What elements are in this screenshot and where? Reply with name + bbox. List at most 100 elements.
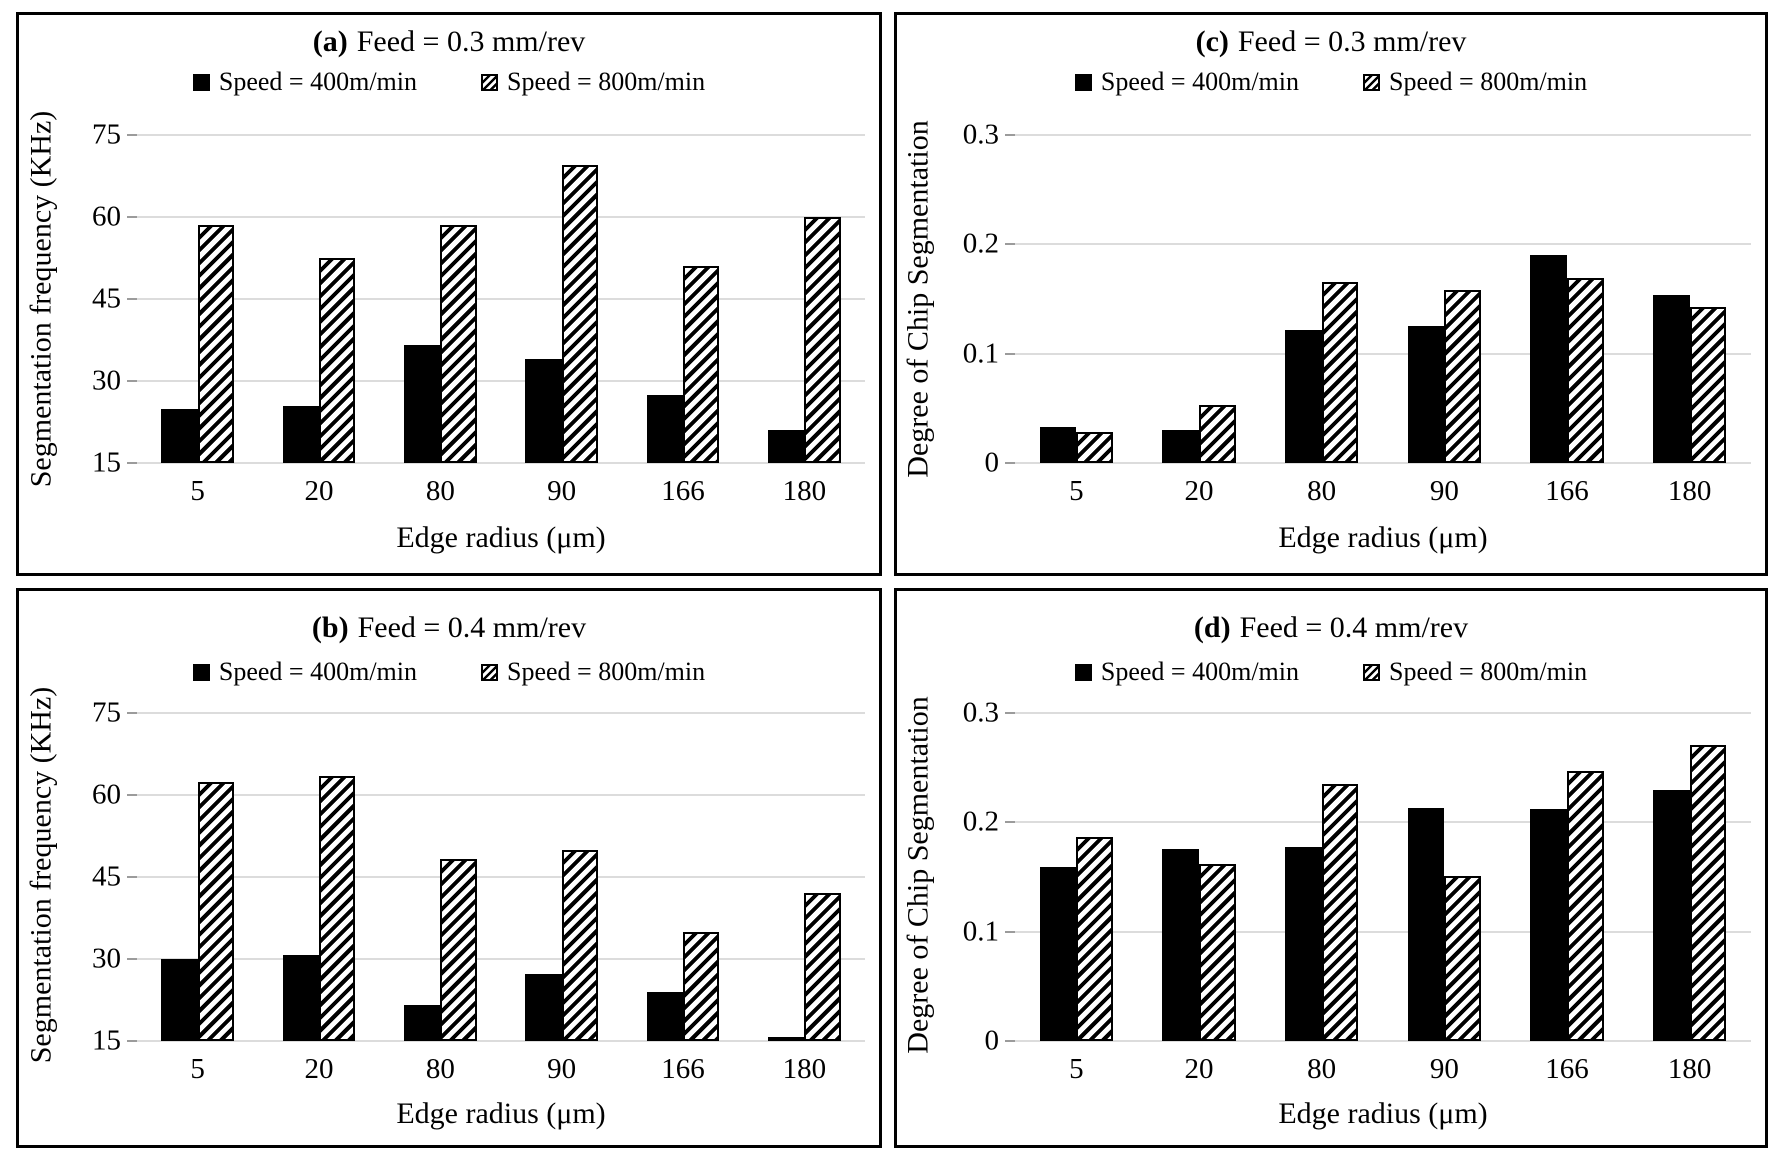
bar-speed800 [1567, 770, 1604, 1041]
y-tick [127, 794, 137, 796]
bar-speed800 [1321, 281, 1359, 463]
y-tick [127, 380, 137, 382]
y-tick-label: 15 [92, 1024, 121, 1057]
x-tick-label: 180 [1667, 1053, 1712, 1085]
y-tick-label: 0.1 [962, 337, 999, 370]
y-tick-label: 0 [984, 1024, 1000, 1057]
plot-area: 75 60 45 30 15 5 20 80 90 166 180 [92, 119, 865, 507]
chart-title-text: Feed = 0.4 mm/rev [357, 611, 587, 644]
bar-speed800 [804, 217, 841, 463]
x-tick-label: 5 [190, 475, 205, 507]
bar-speed800 [1689, 744, 1727, 1041]
x-tick-label: 180 [1667, 475, 1712, 507]
x-axis-title: Edge radius (μm) [1278, 1097, 1488, 1130]
hatch-swatch-icon [1363, 663, 1380, 681]
bar-speed400 [1039, 426, 1077, 463]
bar-speed400 [525, 974, 562, 1041]
x-tick-label: 80 [1307, 1053, 1337, 1085]
legend: Speed = 400m/min Speed = 800m/min [897, 657, 1765, 687]
legend-label: Speed = 800m/min [507, 67, 706, 96]
chart-title-tag: (b) [311, 611, 349, 644]
gridline [137, 134, 865, 136]
x-tick-label: 5 [190, 1053, 205, 1085]
solid-swatch-icon [192, 73, 210, 91]
y-tick-label: 30 [92, 942, 121, 975]
gridline [137, 1040, 865, 1042]
bar-speed800 [1199, 863, 1236, 1041]
legend-item-speed400: Speed = 400m/min [1074, 67, 1299, 97]
chart-panel-d: (d) Feed = 0.4 mm/rev Speed = 400m/min Sp… [894, 588, 1768, 1148]
x-tick-label: 166 [661, 1053, 705, 1085]
bar-speed800 [1199, 405, 1236, 463]
bar-speed800 [561, 849, 599, 1041]
legend-label: Speed = 400m/min [218, 67, 417, 96]
chart-title: (d) Feed = 0.4 mm/rev [897, 611, 1765, 645]
bar-speed800 [561, 165, 599, 463]
bar-speed800 [1321, 784, 1359, 1041]
y-tick [127, 876, 137, 878]
legend-item-speed800: Speed = 800m/min [1363, 657, 1587, 687]
legend-item-speed400: Speed = 400m/min [1074, 657, 1299, 687]
bar-speed400 [1284, 847, 1322, 1041]
solid-swatch-icon [1074, 663, 1092, 681]
bar-speed800 [1444, 875, 1482, 1041]
bar-speed400 [1652, 294, 1690, 463]
chart-panel-b: (b) Feed = 0.4 mm/rev Speed = 400m/min Sp… [16, 588, 882, 1148]
hatch-swatch-icon [481, 663, 498, 681]
bar-speed800 [440, 225, 477, 463]
y-tick-label: 0 [984, 446, 1000, 479]
x-axis-title: Edge radius (μm) [396, 1097, 606, 1130]
gridline [1015, 1040, 1751, 1042]
bar-speed800 [683, 931, 720, 1041]
x-tick-label: 90 [1429, 1053, 1459, 1085]
gridline [137, 216, 865, 218]
gridline [137, 298, 865, 300]
y-tick [127, 216, 137, 218]
bar-speed800 [683, 266, 720, 463]
y-tick-label: 15 [92, 446, 121, 479]
x-tick-label: 90 [547, 1053, 577, 1085]
y-tick-label: 60 [92, 778, 121, 811]
legend: Speed = 400m/min Speed = 800m/min [19, 657, 879, 687]
y-tick [127, 712, 137, 714]
y-tick-label: 60 [92, 200, 121, 233]
y-axis-title: Segmentation frequency (KHz) [24, 110, 57, 488]
bar-speed400 [767, 1037, 805, 1041]
y-tick-label: 30 [92, 364, 121, 397]
bar-speed400 [1652, 789, 1690, 1041]
y-tick-label: 45 [92, 282, 121, 315]
y-tick [1005, 134, 1015, 136]
solid-swatch-icon [192, 663, 210, 681]
gridline [1015, 243, 1751, 246]
x-tick-label: 180 [782, 475, 827, 507]
legend-label: Speed = 400m/min [1100, 657, 1299, 686]
y-tick-label: 0.1 [962, 915, 999, 948]
gridline [1015, 462, 1751, 464]
x-tick-label: 20 [304, 475, 334, 507]
bar-speed800 [1567, 278, 1604, 463]
chart-title-text: Feed = 0.3 mm/rev [1237, 25, 1467, 58]
chart-title-text: Feed = 0.3 mm/rev [356, 25, 586, 58]
legend-item-speed800: Speed = 800m/min [1363, 67, 1587, 97]
x-tick-label: 20 [304, 1053, 334, 1085]
bar-speed800 [1444, 290, 1482, 463]
y-axis-title: Degree of Chip Segmentation [902, 696, 936, 1054]
bar-speed400 [1530, 255, 1567, 463]
bar-speed800 [197, 781, 235, 1041]
gridline [1015, 352, 1751, 355]
legend: Speed = 400m/min Speed = 800m/min [19, 67, 879, 97]
plot-area: 75 60 45 30 15 5 20 80 90 166 180 [92, 697, 865, 1085]
gridline [1015, 712, 1751, 714]
x-tick-label: 80 [425, 475, 455, 507]
x-axis-title: Edge radius (μm) [396, 521, 606, 554]
hatch-swatch-icon [1363, 73, 1380, 91]
y-tick-label: 0.3 [962, 696, 999, 729]
legend: Speed = 400m/min Speed = 800m/min [897, 67, 1765, 97]
hatch-swatch-icon [481, 73, 498, 91]
chart-title-tag: (c) [1195, 25, 1229, 58]
y-tick [127, 462, 137, 464]
legend-label: Speed = 400m/min [1100, 67, 1299, 96]
plot-area: 0.3 0.2 0.1 0 5 20 80 90 166 180 [963, 697, 1751, 1085]
x-tick-label: 20 [1184, 475, 1214, 507]
